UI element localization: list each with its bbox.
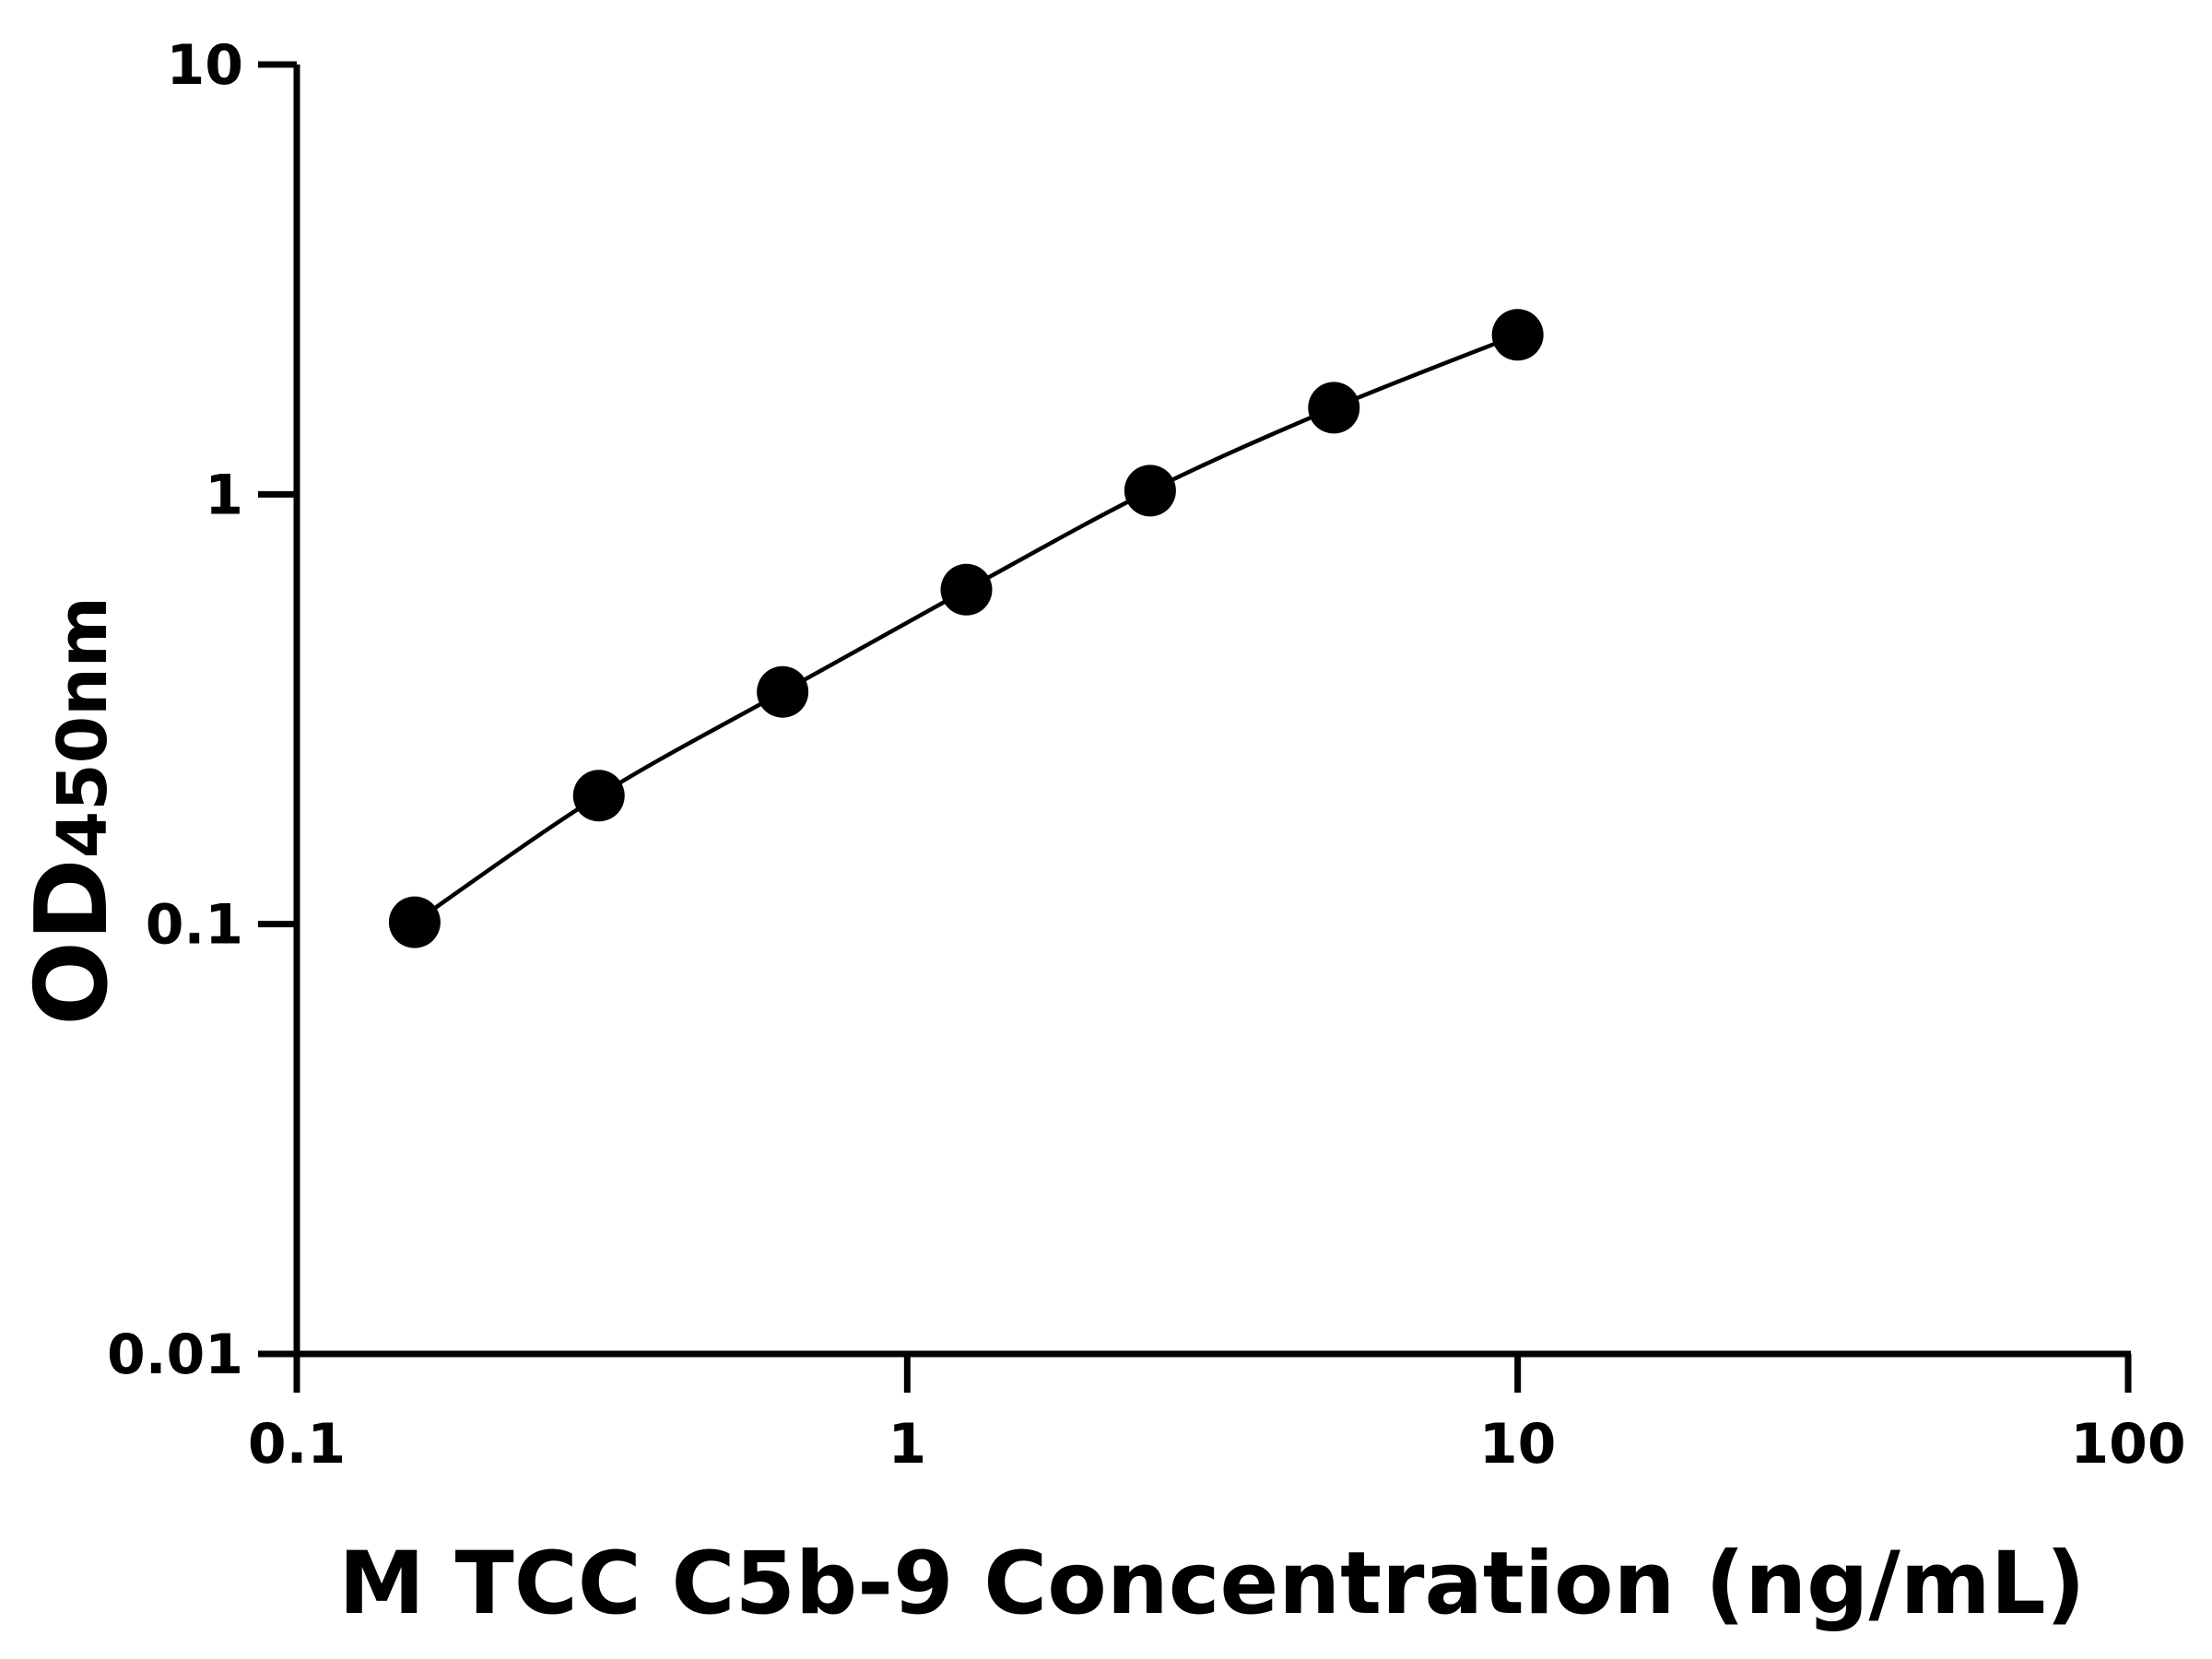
data-point (388, 896, 441, 948)
data-point (940, 563, 993, 616)
data-point (1491, 309, 1544, 361)
axes (293, 65, 2131, 1358)
y-tick-label: 1 (205, 463, 243, 527)
y-axis-label: OD450nm (15, 596, 130, 1026)
y-tick-label: 0.01 (107, 1323, 243, 1387)
data-point (572, 770, 625, 822)
y-axis-label-subscript: 450nm (43, 596, 123, 858)
x-tick-label: 10 (1479, 1412, 1557, 1477)
data-point (1124, 465, 1176, 517)
x-axis-label: M TCC C5b-9 Concentration (ng/mL) (338, 1534, 2085, 1634)
y-tick-label: 0.1 (146, 893, 243, 958)
data-point (757, 665, 809, 718)
x-tick-label: 1 (888, 1412, 926, 1477)
marks (388, 309, 1544, 948)
data-point (1308, 382, 1360, 434)
y-axis-label-main: OD (15, 858, 130, 1025)
x-tick-label: 0.1 (248, 1412, 346, 1477)
x-tick-label: 100 (2070, 1412, 2185, 1477)
y-tick-label: 10 (167, 33, 244, 98)
